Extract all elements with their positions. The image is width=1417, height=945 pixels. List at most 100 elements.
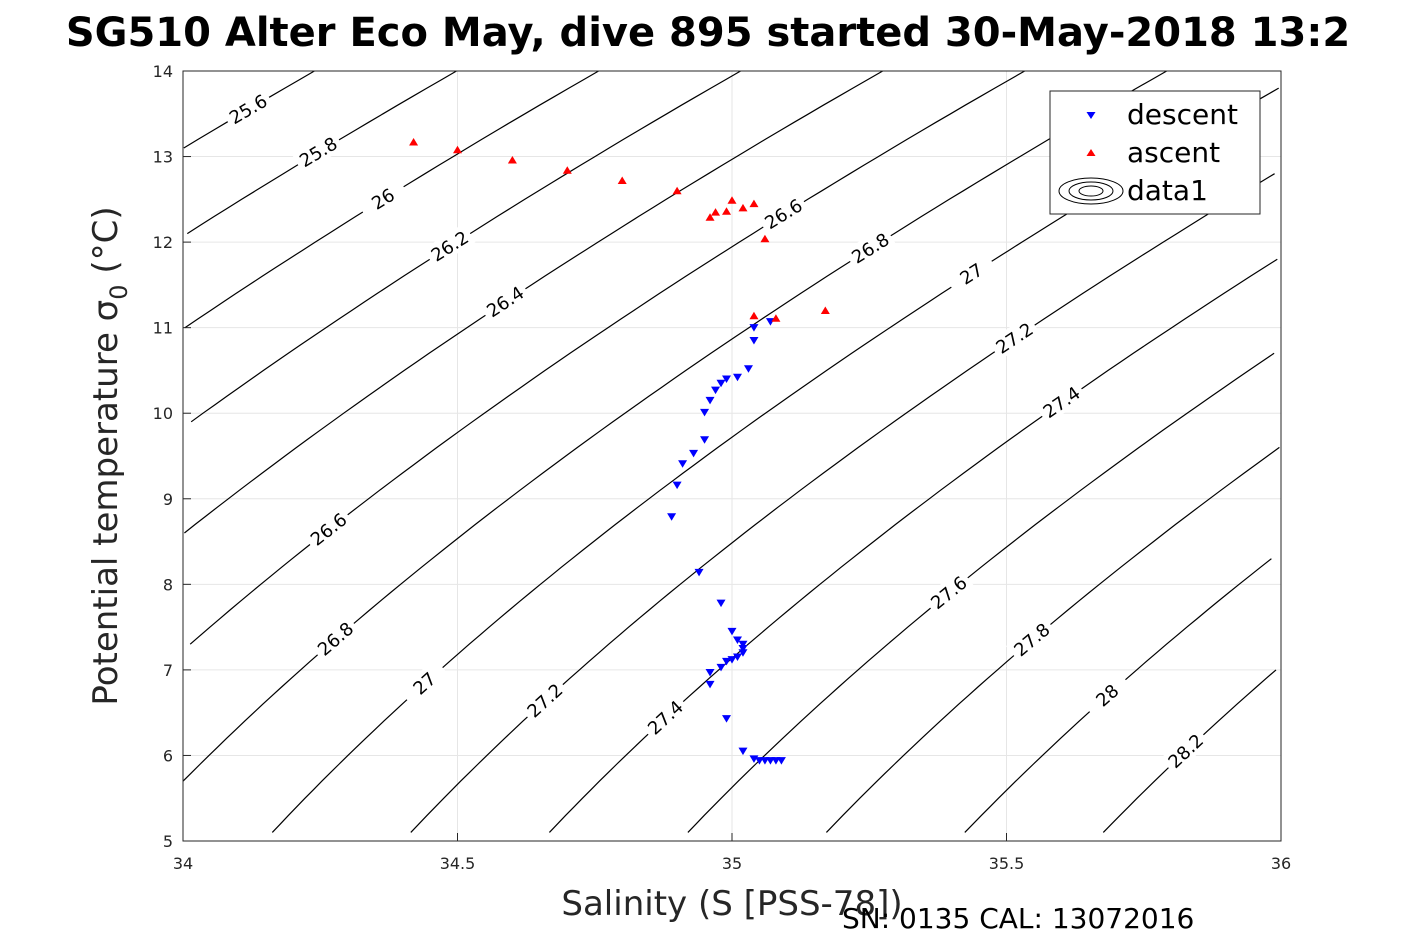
descent-point: [672, 481, 682, 490]
contour-label-bg: [1035, 378, 1088, 425]
ascent-point: [749, 199, 759, 208]
contour-label-bg: [843, 225, 897, 270]
descent-point: [716, 379, 726, 388]
density-contour: [410, 173, 1275, 833]
y-tick-label: 7: [163, 661, 173, 680]
ascent-point: [820, 306, 830, 315]
descent-point: [667, 513, 677, 521]
x-tick-label: 34.5: [440, 854, 476, 873]
y-axis-label: Potential temperature σ0 (°C): [86, 206, 133, 705]
contour-label-bg: [221, 87, 275, 131]
ascent-point: [705, 213, 715, 221]
density-contour: [182, 70, 1167, 782]
density-contour: [548, 258, 1278, 833]
descent-point: [678, 460, 688, 468]
descent-point: [776, 757, 786, 765]
descent-point: [694, 568, 704, 577]
contour-label-bg: [1006, 615, 1057, 664]
y-tick-label: 8: [163, 575, 173, 594]
ascent-point: [562, 166, 572, 174]
ascent-point: [453, 145, 462, 154]
ascent-point: [749, 311, 759, 320]
y-tick-label: 14: [153, 62, 173, 81]
descent-point: [705, 668, 715, 677]
density-contour: [189, 70, 1025, 645]
x-tick-label: 35: [722, 854, 742, 873]
chart-title: SG510 Alter Eco May, dive 895 started 30…: [66, 10, 1350, 56]
x-tick-label: 36: [1271, 854, 1291, 873]
contour-label: 27: [944, 251, 998, 296]
descent-point: [743, 365, 753, 373]
contour-label-bg: [356, 176, 409, 221]
contour-label-bg: [302, 505, 354, 553]
contour-label-bg: [423, 223, 476, 268]
axis-ticks: 34 34.5 35 35.5 36 5 6 7 8 9 10 11 12 13 14: [153, 62, 1292, 873]
descent-point: [716, 663, 726, 672]
descent-point: [732, 653, 742, 662]
y-tick-label: 5: [163, 832, 173, 851]
y-tick-label: 12: [153, 233, 173, 252]
descent-point: [727, 627, 737, 636]
ascent-point: [722, 207, 732, 215]
descent-point: [711, 386, 721, 395]
y-tick-label: 11: [153, 319, 173, 338]
descent-point: [705, 680, 715, 689]
legend-box: [1049, 90, 1261, 215]
x-tick-label: 35.5: [989, 854, 1025, 873]
descent-point: [738, 747, 748, 756]
ascent-point: [727, 196, 737, 204]
descent-point: [705, 396, 715, 405]
y-axis-label-unit: (°C): [86, 206, 126, 284]
descent-point: [700, 436, 710, 444]
legend-contour-icon: [1058, 177, 1124, 205]
contour-label-bg: [922, 568, 975, 616]
contour-label-bg: [988, 315, 1041, 361]
contour-label-bg: [519, 675, 570, 725]
y-tick-label: 13: [153, 148, 173, 167]
contour-label-bg: [756, 191, 810, 236]
descent-point: [738, 645, 748, 653]
serial-calibration-note: SN: 0135 CAL: 13072016: [842, 902, 1194, 935]
legend-descent-marker: [1086, 112, 1096, 119]
descent-point: [738, 640, 748, 649]
descent-point: [689, 449, 699, 458]
contour-label-bg: [309, 614, 361, 663]
ascent-point: [711, 208, 721, 216]
descent-point: [722, 375, 732, 383]
contour-label-bg: [478, 278, 531, 324]
contour-label-bg: [1081, 670, 1133, 719]
x-tick-label: 34: [173, 854, 193, 873]
descent-point: [738, 649, 748, 657]
y-tick-label: 10: [153, 404, 173, 423]
descent-point: [722, 657, 732, 666]
ascent-point: [507, 155, 517, 164]
contour-label-bg: [291, 129, 345, 174]
contour-label-bg: [398, 658, 450, 708]
ascent-point: [738, 203, 748, 212]
legend-ascent-marker: [1086, 149, 1096, 156]
data-series: [409, 138, 830, 765]
ascent-point: [617, 176, 627, 185]
descent-point: [749, 337, 759, 345]
descent-point: [722, 715, 732, 723]
ascent-point: [672, 186, 682, 195]
y-tick-label: 9: [163, 490, 173, 509]
descent-point: [716, 599, 726, 608]
contour-label-bg: [944, 251, 998, 296]
legend: descent ascent data1: [1049, 90, 1261, 215]
descent-point: [732, 373, 742, 382]
contour-label-bg: [1160, 726, 1211, 775]
y-tick-label: 6: [163, 746, 173, 765]
y-axis-label-subscript: 0: [105, 284, 133, 299]
ascent-point: [771, 314, 781, 322]
y-axis-label-main: Potential temperature: [86, 321, 126, 705]
legend-ascent-label: ascent: [1127, 136, 1220, 169]
ascent-point: [409, 138, 419, 146]
y-axis-label-sigma: σ: [86, 300, 126, 322]
descent-point: [700, 408, 710, 417]
legend-data1-label: data1: [1127, 174, 1208, 207]
descent-point: [732, 636, 742, 644]
descent-point: [749, 324, 759, 332]
ascent-point: [760, 234, 770, 243]
